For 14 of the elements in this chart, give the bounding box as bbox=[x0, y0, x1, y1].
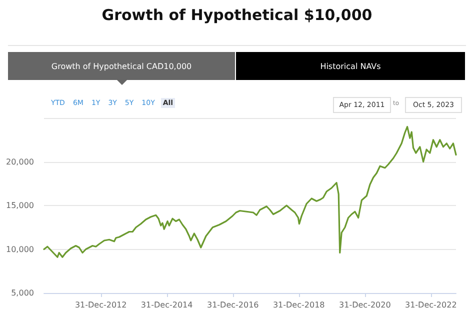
x-tick-label: 31-Dec-2016 bbox=[206, 300, 259, 310]
text: Growth of Hypothetical CAD10,000 bbox=[8, 52, 235, 80]
y-tick-label: 10,000 bbox=[6, 244, 34, 254]
x-tick-label: 31-Dec-2014 bbox=[140, 300, 193, 310]
x-tick-label: 31-Dec-2022 bbox=[404, 300, 457, 310]
x-tick-label: 31-Dec-2020 bbox=[339, 300, 391, 310]
y-tick-label: 15,000 bbox=[6, 201, 34, 210]
y-tick-label: 20,000 bbox=[6, 157, 34, 166]
line-series bbox=[43, 126, 457, 258]
y-tick-label: 5,000 bbox=[11, 288, 34, 298]
text: Historical NAVs bbox=[236, 52, 465, 80]
x-tick-label: 31-Dec-2012 bbox=[74, 300, 127, 310]
x-tick-label: 31-Dec-2018 bbox=[272, 300, 325, 310]
chart-title: Growth of Hypothetical $10,000 bbox=[100, 6, 374, 24]
